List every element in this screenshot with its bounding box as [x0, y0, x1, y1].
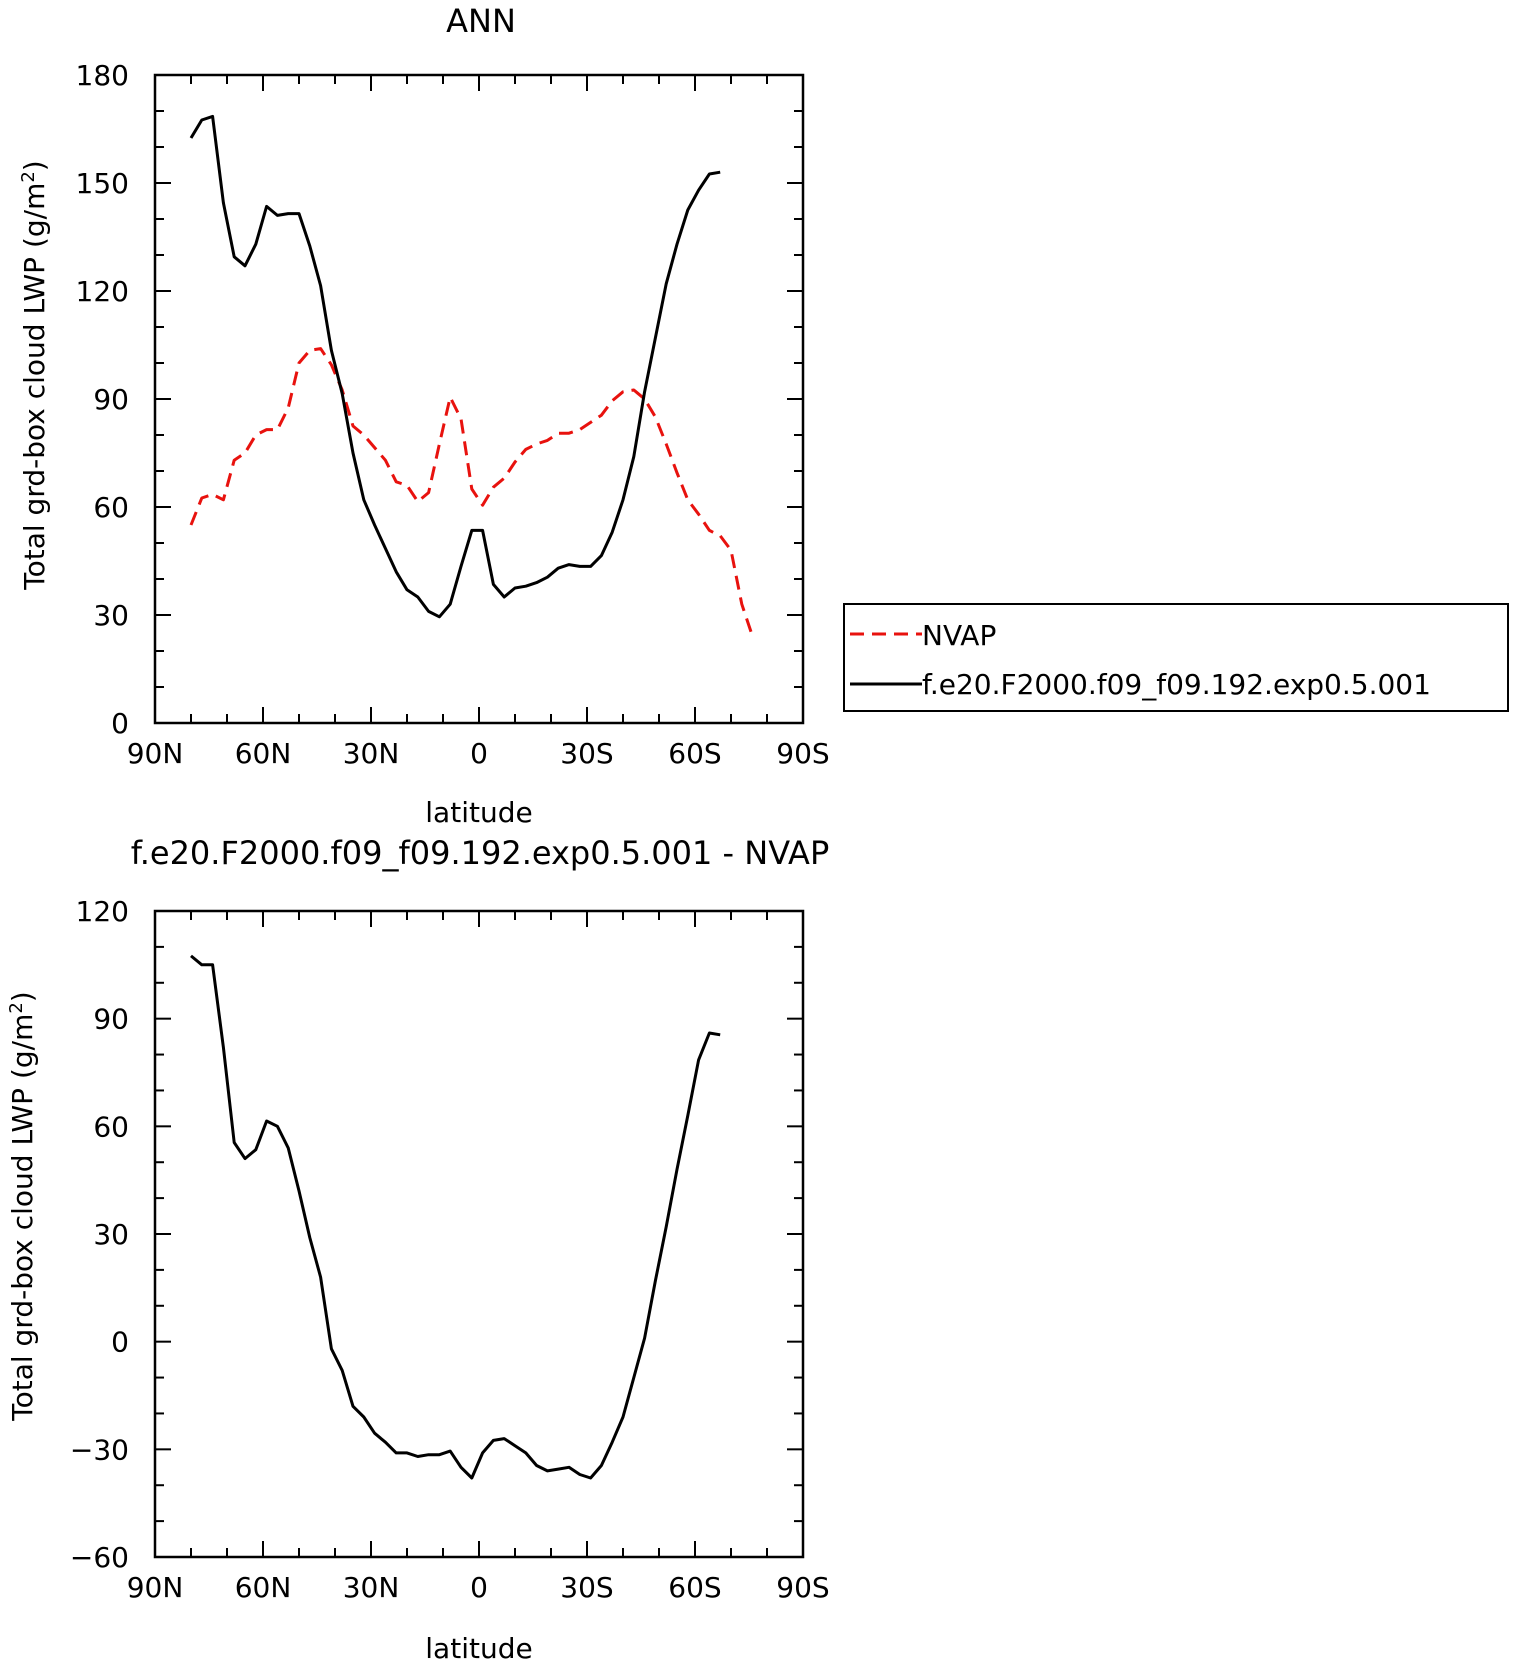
top-panel: ANN 90N 60N 30N 0 30S 60S 90S0306090120150180 …: [18, 2, 1509, 829]
x-tick-label: 90N: [127, 737, 184, 770]
y-tick-label: −60: [70, 1541, 129, 1574]
y-tick-label: 180: [76, 59, 129, 92]
top-panel-xlabel: latitude: [425, 796, 532, 829]
y-tick-label: 30: [93, 599, 129, 632]
ylabel-close: ): [18, 160, 51, 171]
y-tick-label: 120: [76, 275, 129, 308]
y-tick-label: 0: [111, 1326, 129, 1359]
bottom-panel-title: f.e20.F2000.f09_f09.192.exp0.5.001 - NVA…: [131, 834, 829, 872]
y-tick-label: 90: [93, 1003, 129, 1036]
ylabel-superscript: 2: [18, 171, 39, 182]
top-plot-area: 90N 60N 30N 0 30S 60S 90S 0 30 60 90 120 150 180: [76, 59, 830, 770]
x-tick-label: 60S: [668, 1571, 721, 1604]
x-tick-label: 90S: [776, 737, 829, 770]
ylabel-main: Total grd-box cloud LWP (g/m: [6, 1014, 39, 1422]
x-tick-label: 30S: [560, 737, 613, 770]
y-tick-label: 90: [93, 383, 129, 416]
series-line-f-e20-f2000-f09-f09-192-exp0-5-001: [189, 114, 721, 619]
y-tick-label: −30: [70, 1433, 129, 1466]
x-tick-label: 30N: [343, 737, 400, 770]
legend: NVAP f.e20.F2000.f09_f09.192.exp0.5.001: [843, 603, 1509, 712]
series-line-difference: [190, 954, 721, 1480]
ylabel-main: Total grd-box cloud LWP (g/m: [18, 183, 51, 591]
top-panel-ylabel: Total grd-box cloud LWP (g/m2): [18, 160, 51, 591]
bottom-panel-xlabel: latitude: [425, 1632, 532, 1665]
x-tick-label: 90N: [127, 1571, 184, 1604]
y-tick-label: 60: [93, 491, 129, 524]
x-tick-label: 0: [470, 1571, 488, 1604]
bottom-plot-area: 90N 60N 30N 0 30S 60S 90S −60 −30 0 30 60 90 120: [70, 895, 830, 1604]
y-tick-label: 30: [93, 1218, 129, 1251]
top-panel-title: ANN: [446, 2, 516, 40]
y-tick-label: 150: [76, 167, 129, 200]
series-line-nvap: [189, 347, 755, 638]
x-tick-label: 30N: [343, 1571, 400, 1604]
bottom-panel: f.e20.F2000.f09_f09.192.exp0.5.001 - NVA…: [6, 834, 830, 1665]
x-tick-label: 60N: [235, 737, 292, 770]
ylabel-close: ): [6, 991, 39, 1002]
y-tick-label: 120: [76, 895, 129, 928]
x-tick-label: 60S: [668, 737, 721, 770]
y-tick-label: 60: [93, 1110, 129, 1143]
legend-label-model: f.e20.F2000.f09_f09.192.exp0.5.001: [922, 668, 1431, 701]
x-tick-label: 90S: [776, 1571, 829, 1604]
plot-frame: [153, 73, 805, 725]
x-tick-label: 0: [470, 737, 488, 770]
ylabel-superscript: 2: [6, 1002, 27, 1013]
bottom-panel-ylabel: Total grd-box cloud LWP (g/m2): [6, 991, 39, 1422]
x-tick-label: 30S: [560, 1571, 613, 1604]
legend-label-nvap: NVAP: [922, 619, 996, 652]
x-tick-label: 60N: [235, 1571, 292, 1604]
y-tick-label: 0: [111, 707, 129, 740]
legend-box: [843, 603, 1509, 712]
